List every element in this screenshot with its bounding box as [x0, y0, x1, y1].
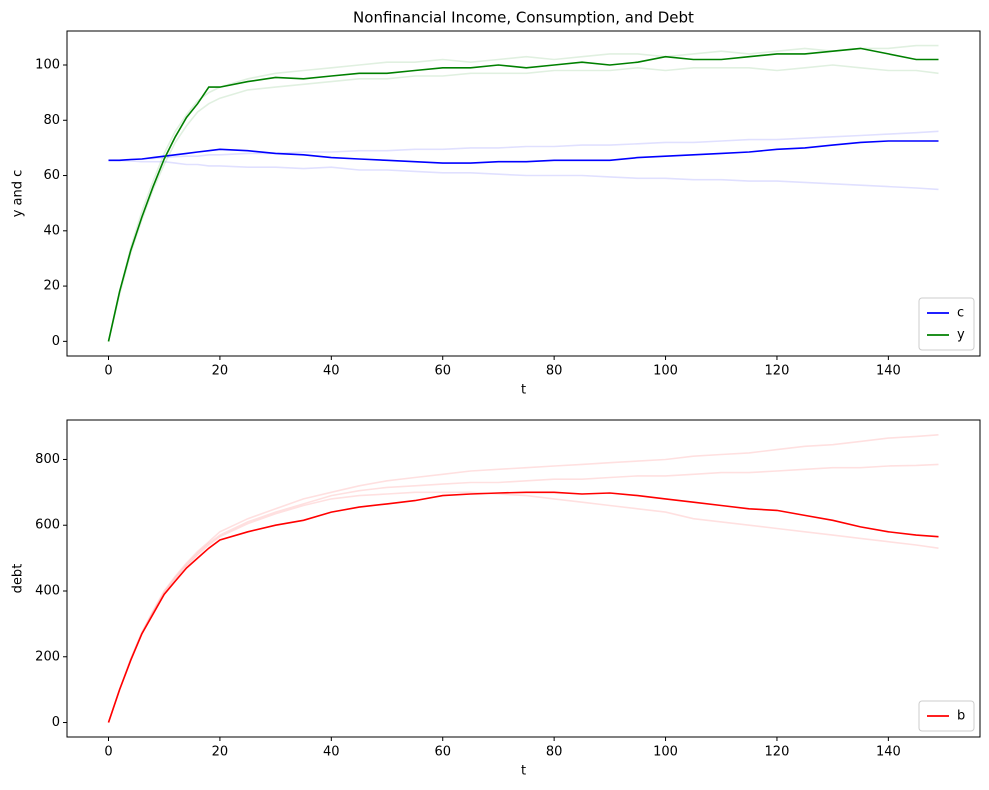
- x-tick-label: 20: [212, 364, 229, 379]
- x-tick-label: 60: [434, 364, 451, 379]
- series-line: [107, 491, 939, 723]
- x-axis-label: t: [521, 383, 526, 398]
- y-tick-label: 40: [43, 223, 60, 238]
- y-tick-label: 0: [52, 715, 60, 730]
- y-tick-label: 800: [35, 452, 60, 467]
- legend-box: [918, 297, 975, 351]
- y-tick-label: 400: [35, 583, 60, 598]
- series-line: [107, 64, 939, 342]
- y-tick-label: 80: [43, 113, 60, 128]
- x-tick-label: 80: [546, 745, 563, 760]
- x-tick-label: 120: [765, 364, 790, 379]
- x-tick-label: 100: [653, 364, 678, 379]
- series-line: [108, 140, 939, 164]
- x-tick-label: 120: [765, 745, 790, 760]
- x-tick-label: 100: [653, 745, 678, 760]
- y-tick-label: 0: [52, 334, 60, 349]
- x-tick-label: 140: [876, 745, 901, 760]
- legend-label: c: [957, 306, 964, 321]
- series-line: [107, 44, 939, 342]
- x-tick-label: 0: [104, 364, 112, 379]
- series-line: [107, 434, 939, 723]
- y-tick-label: 60: [43, 168, 60, 183]
- x-tick-label: 20: [212, 745, 229, 760]
- y-axis-label: debt: [11, 564, 26, 594]
- legend-label: y: [957, 328, 965, 343]
- series-line: [108, 159, 939, 191]
- y-tick-label: 200: [35, 649, 60, 664]
- x-tick-label: 80: [546, 364, 563, 379]
- x-tick-label: 40: [323, 745, 340, 760]
- x-tick-label: 140: [876, 364, 901, 379]
- y-tick-label: 600: [35, 518, 60, 533]
- x-tick-label: 40: [323, 364, 340, 379]
- x-tick-label: 60: [434, 745, 451, 760]
- plot-frame: [66, 30, 981, 357]
- series-line: [107, 463, 939, 723]
- plot-frame: [66, 419, 981, 738]
- x-tick-label: 0: [104, 745, 112, 760]
- legend-label: b: [957, 709, 965, 724]
- series-line: [107, 491, 939, 723]
- y-tick-label: 100: [35, 57, 60, 72]
- series-line: [107, 47, 939, 342]
- y-tick-label: 20: [43, 279, 60, 294]
- series-line: [108, 130, 939, 162]
- x-axis-label: t: [521, 764, 526, 779]
- y-axis-label: y and c: [11, 170, 26, 218]
- chart-title: Nonfinancial Income, Consumption, and De…: [353, 9, 694, 27]
